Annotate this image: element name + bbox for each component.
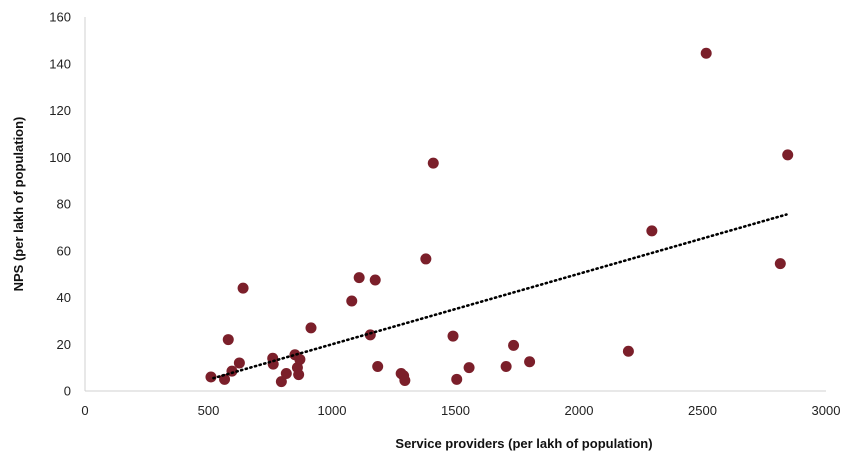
y-tick-label: 20 [57, 337, 71, 352]
data-point [500, 360, 512, 372]
data-point [205, 371, 217, 383]
y-axis-title: NPS (per lakh of population) [11, 117, 26, 292]
data-point [233, 357, 245, 369]
data-point [372, 360, 384, 372]
y-tick-label: 0 [64, 384, 71, 399]
data-point [222, 334, 234, 346]
data-point [774, 258, 786, 270]
x-tick-labels: 0 500 1000 1500 2000 2500 3000 [81, 403, 840, 418]
data-point [275, 376, 287, 388]
data-point [427, 157, 439, 169]
y-tick-label: 60 [57, 243, 71, 258]
data-point [622, 345, 634, 357]
data-point [294, 353, 306, 365]
data-points [205, 47, 794, 388]
y-tick-label: 120 [49, 103, 71, 118]
trendline-layer [212, 213, 788, 380]
data-point [305, 322, 317, 334]
x-tick-label: 0 [81, 403, 88, 418]
data-point [508, 339, 520, 351]
data-point [782, 149, 794, 161]
data-point [463, 362, 475, 374]
x-tick-label: 1000 [318, 403, 347, 418]
x-tick-label: 500 [198, 403, 220, 418]
data-point [420, 253, 432, 265]
data-point [293, 369, 305, 381]
y-tick-label: 100 [49, 150, 71, 165]
y-tick-label: 40 [57, 290, 71, 305]
data-point [237, 282, 249, 294]
data-point [447, 330, 459, 342]
data-point [219, 373, 231, 385]
y-tick-label: 80 [57, 197, 71, 212]
y-tick-label: 140 [49, 56, 71, 71]
data-point [369, 274, 381, 286]
data-point [346, 295, 358, 307]
y-tick-labels: 0 20 40 60 80 100 120 140 160 [49, 10, 71, 399]
x-tick-label: 2000 [565, 403, 594, 418]
x-axis-title: Service providers (per lakh of populatio… [395, 436, 652, 451]
y-tick-label: 160 [49, 10, 71, 25]
x-tick-label: 1500 [441, 403, 470, 418]
data-point [399, 374, 411, 386]
data-point [524, 356, 536, 368]
x-tick-label: 2500 [688, 403, 717, 418]
data-point [353, 272, 365, 284]
data-point [364, 329, 376, 341]
data-point [280, 367, 292, 379]
x-tick-label: 3000 [812, 403, 841, 418]
trendline [212, 213, 788, 380]
data-point [646, 225, 658, 237]
data-point [451, 373, 463, 385]
data-point [700, 47, 712, 59]
